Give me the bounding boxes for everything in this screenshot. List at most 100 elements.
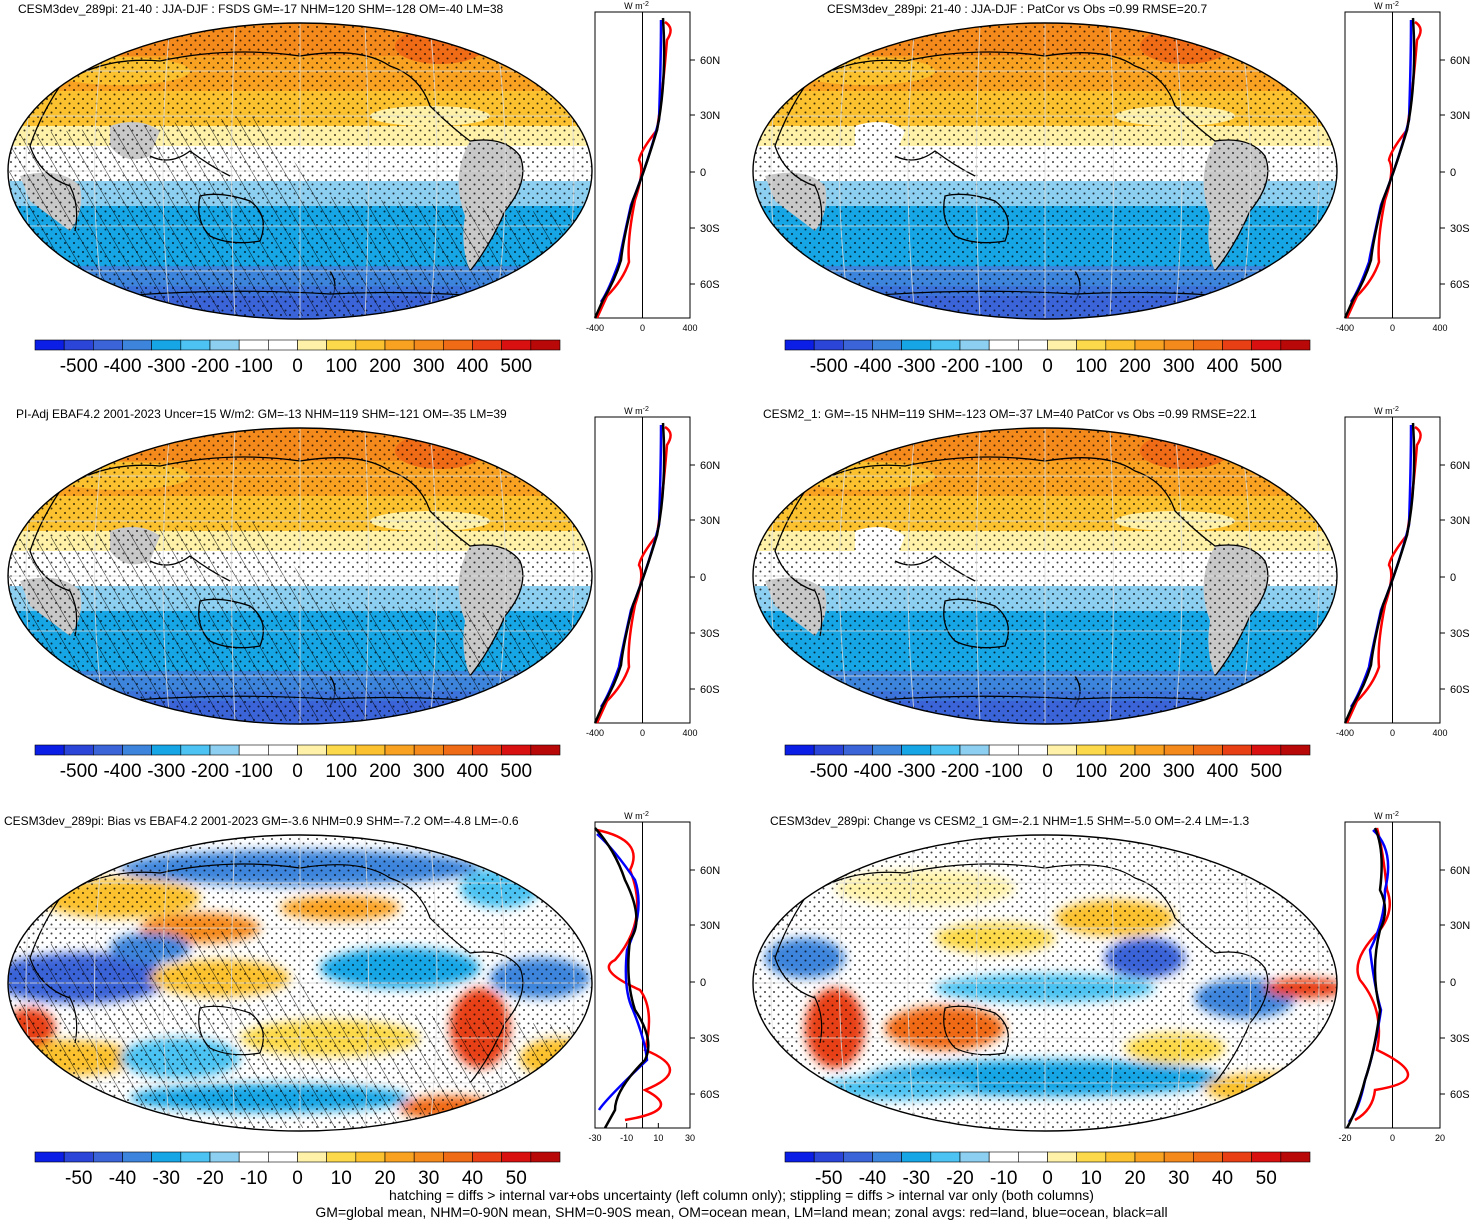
colorbar-swatch — [813, 339, 844, 351]
colorbar-tick-label: -300 — [897, 356, 935, 377]
zonal-lat-label: 60S — [700, 279, 720, 291]
colorbar-tick-label: -400 — [853, 761, 891, 782]
zonal-x-tick-label: 20 — [1435, 1133, 1445, 1143]
colorbar-swatch — [988, 1151, 1019, 1163]
colorbar-tick-label: 100 — [1075, 356, 1107, 377]
zonal-units-label: W m-2 — [1374, 1, 1399, 11]
zonal-lat-label: 30S — [1450, 1033, 1470, 1045]
colorbar-swatch — [930, 744, 961, 756]
zonal-all-line — [594, 827, 650, 1129]
colorbar-tick-label: 200 — [369, 761, 401, 782]
colorbar-swatch — [1163, 744, 1194, 756]
colorbar-swatch — [1163, 1151, 1194, 1163]
zonal-mean-plot: W m-2 60N 30N 0 30S 60S -20 0 20 — [1338, 811, 1470, 1143]
colorbar-swatch — [238, 339, 269, 351]
zonal-ocean-line — [599, 19, 663, 303]
colorbar-swatch — [1105, 744, 1136, 756]
colorbar-tick-label: -40 — [109, 1168, 136, 1189]
zonal-x-tick-label: 0 — [1390, 728, 1395, 738]
colorbar-tick-label: 100 — [1075, 761, 1107, 782]
colorbar-tick-label: 100 — [325, 761, 357, 782]
zonal-lat-label: 30N — [1450, 920, 1470, 932]
colorbar-swatch — [413, 1151, 444, 1163]
colorbar-swatch — [1222, 1151, 1252, 1163]
colorbar-swatch — [784, 744, 815, 756]
colorbar-tick-label: -50 — [815, 1168, 842, 1189]
zonal-x-tick-label: 0 — [640, 323, 645, 333]
zonal-lat-label: 0 — [700, 167, 706, 179]
colorbar-swatch — [355, 1151, 386, 1163]
zonal-x-tick-label: -400 — [586, 728, 604, 738]
colorbar-swatch — [1047, 339, 1077, 351]
colorbar-swatch — [63, 1151, 94, 1163]
panel-ebaf-obs: PI-Adj EBAF4.2 2001-2023 Uncer=15 W/m2: … — [0, 405, 740, 805]
colorbar-tick-label: 30 — [1168, 1168, 1189, 1189]
colorbar-swatch — [268, 1151, 298, 1163]
colorbar-tick-label: 300 — [413, 761, 445, 782]
colorbar-swatch — [122, 1151, 152, 1163]
colorbar-swatch — [93, 1151, 123, 1163]
colorbar-tick-label: -100 — [985, 761, 1023, 782]
zonal-land-line — [1345, 425, 1422, 724]
colorbar-tick-label: -400 — [103, 356, 141, 377]
colorbar: -50 -40 -30 -20 -10 0 10 20 30 40 50 — [784, 1151, 1311, 1189]
zonal-x-tick-label: -400 — [586, 323, 604, 333]
colorbar-tick-label: -200 — [941, 761, 979, 782]
colorbar-swatch — [209, 1151, 240, 1163]
colorbar: -500 -400 -300 -200 -100 0 100 200 300 400 500 — [784, 339, 1311, 377]
zonal-ocean-line — [1349, 424, 1413, 708]
colorbar-swatch — [988, 339, 1019, 351]
colorbar-swatch — [151, 1151, 182, 1163]
panel-bias: CESM3dev_289pi: Bias vs EBAF4.2 2001-202… — [0, 810, 740, 1189]
colorbar-swatch — [1251, 339, 1282, 351]
colorbar-swatch — [1280, 1151, 1311, 1163]
colorbar-swatch — [297, 1151, 327, 1163]
zonal-x-tick-label: -400 — [1336, 323, 1354, 333]
footer-note-hatching: hatching = diffs > internal var+obs unce… — [389, 1187, 1094, 1203]
colorbar-tick-label: 200 — [1119, 356, 1151, 377]
colorbar-swatch — [1280, 339, 1311, 351]
zonal-units-label: W m-2 — [1374, 811, 1399, 821]
colorbar-swatch — [501, 339, 532, 351]
colorbar-swatch — [1193, 1151, 1223, 1163]
colorbar-swatch — [1076, 1151, 1107, 1163]
colorbar-tick-label: 400 — [457, 761, 489, 782]
colorbar-tick-label: -20 — [196, 1168, 223, 1189]
colorbar-swatch — [268, 744, 298, 756]
colorbar-tick-label: -500 — [810, 356, 848, 377]
panel-cesm2: CESM2_1: GM=-15 NHM=119 SHM=-123 OM=-37 … — [745, 405, 1483, 805]
colorbar-swatch — [930, 339, 961, 351]
colorbar-swatch — [1018, 1151, 1048, 1163]
zonal-x-tick-label: 400 — [682, 728, 697, 738]
zonal-lat-label: 60S — [1450, 684, 1470, 696]
colorbar-swatch — [959, 1151, 990, 1163]
colorbar-swatch — [1193, 744, 1223, 756]
colorbar-swatch — [1222, 339, 1252, 351]
panel-title: CESM2_1: GM=-15 NHM=119 SHM=-123 OM=-37 … — [763, 407, 1257, 421]
zonal-x-tick-label: -20 — [1338, 1133, 1351, 1143]
zonal-units-label: W m-2 — [624, 811, 649, 821]
zonal-lat-label: 30N — [700, 515, 720, 527]
colorbar-swatch — [384, 744, 415, 756]
colorbar-swatch — [297, 744, 327, 756]
colorbar-swatch — [209, 744, 240, 756]
zonal-x-tick-label: -30 — [588, 1133, 601, 1143]
colorbar-swatch — [813, 1151, 844, 1163]
colorbar-swatch — [843, 1151, 873, 1163]
colorbar-swatch — [326, 744, 357, 756]
colorbar-swatch — [1251, 744, 1282, 756]
zonal-lat-label: 60N — [1450, 460, 1470, 472]
colorbar-tick-label: 100 — [325, 356, 357, 377]
colorbar-tick-label: -500 — [60, 356, 98, 377]
zonal-land-line — [595, 425, 672, 724]
panel-change: CESM3dev_289pi: Change vs CESM2_1 GM=-2.… — [745, 810, 1483, 1189]
colorbar-swatch — [180, 1151, 211, 1163]
colorbar-swatch — [122, 744, 152, 756]
colorbar-swatch — [1105, 339, 1136, 351]
colorbar-tick-label: -20 — [946, 1168, 973, 1189]
colorbar-swatch — [1280, 744, 1311, 756]
colorbar-swatch — [355, 744, 386, 756]
zonal-all-line — [593, 17, 666, 319]
zonal-mean-plot: W m-2 60N 30N 0 30S 60S -400 0 400 — [586, 1, 720, 333]
colorbar-swatch — [93, 744, 123, 756]
